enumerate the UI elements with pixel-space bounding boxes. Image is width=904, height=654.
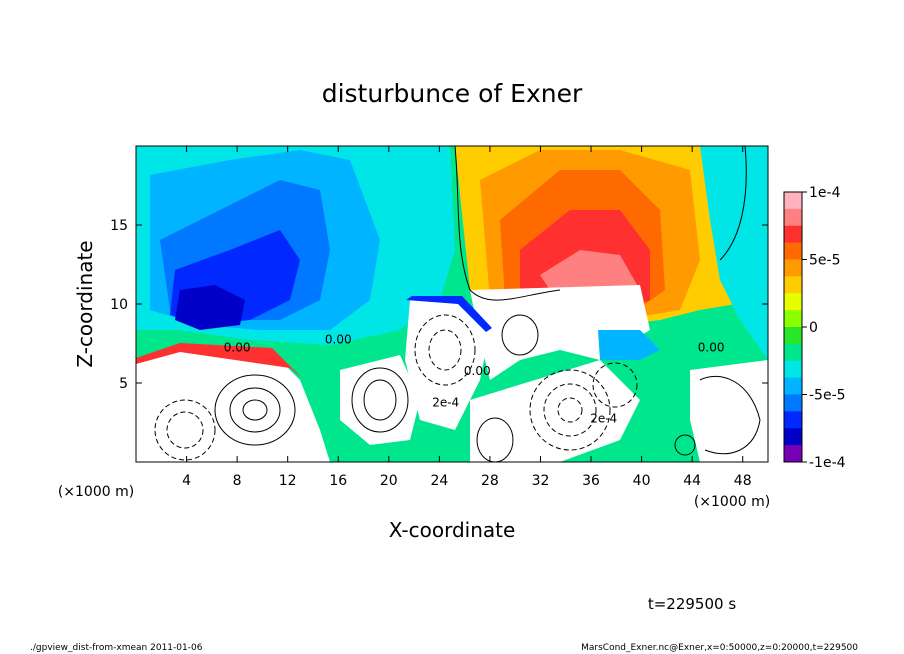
colorbar-tick-label: -1e-4 xyxy=(809,455,846,471)
chart-title: disturbunce of Exner xyxy=(322,79,583,108)
x-axis: 4 8 12 16 20 24 28 32 36 40 44 48 xyxy=(182,146,752,489)
x-unit-label-left: (×1000 m) xyxy=(58,484,134,500)
colorbar-segment xyxy=(784,377,802,395)
x-tick-label: 48 xyxy=(734,473,752,489)
colorbar-segment xyxy=(784,259,802,277)
colorbar-segment xyxy=(784,310,802,328)
x-tick-label: 36 xyxy=(582,473,600,489)
x-tick-label: 20 xyxy=(380,473,398,489)
colorbar-tick-label: 0 xyxy=(809,320,818,336)
time-label: t=229500 s xyxy=(648,595,736,613)
x-tick-label: 4 xyxy=(182,473,191,489)
footer-left: ./gpview_dist-from-xmean 2011-01-06 xyxy=(30,643,203,653)
offscale-region-3 xyxy=(405,300,490,430)
contour-lines xyxy=(214,146,761,462)
colorbar-tick-label: 5e-5 xyxy=(809,253,840,269)
y-axis-label: Z-coordinate xyxy=(73,240,97,367)
colorbar-segment xyxy=(784,293,802,311)
offscale-region-6 xyxy=(690,360,768,462)
x-unit-label-right: (×1000 m) xyxy=(694,494,770,510)
colorbar-segment xyxy=(784,208,802,227)
colorbar-segment xyxy=(784,225,802,244)
colorbar-segment xyxy=(784,192,802,210)
x-axis-label: X-coordinate xyxy=(389,518,516,542)
y-tick-label: 5 xyxy=(119,376,128,392)
colorbar-segment xyxy=(784,445,802,463)
x-tick-label: 24 xyxy=(430,473,448,489)
cool-core xyxy=(175,285,245,330)
negative-contours xyxy=(154,314,638,461)
band-3 xyxy=(598,330,660,360)
x-tick-label: 44 xyxy=(683,473,701,489)
x-tick-label: 40 xyxy=(633,473,651,489)
colorbar-segment xyxy=(784,394,802,412)
colorbar-tick-label: 1e-4 xyxy=(809,185,841,201)
colorbar-segment xyxy=(784,343,802,362)
colorbar-segment xyxy=(784,276,802,294)
colorbar-segment xyxy=(784,242,802,260)
x-tick-label: 32 xyxy=(532,473,550,489)
contour-label: 0.00 xyxy=(224,340,251,354)
colorbar: 1e-4 5e-5 0 -5e-5 -1e-4 xyxy=(783,185,846,471)
contour-label: 0.00 xyxy=(464,364,491,378)
band-2 xyxy=(406,296,492,332)
contour-label: 2e-4 xyxy=(590,412,617,426)
colorbar-segment xyxy=(784,360,802,379)
colorbar-tick-label: -5e-5 xyxy=(809,388,846,404)
heatmap-field: 0.00 0.00 2e-4 0.00 0.00 2e-4 xyxy=(136,146,768,462)
contour-label-group: 0.00 0.00 2e-4 0.00 0.00 2e-4 xyxy=(224,333,725,426)
right-cool-region xyxy=(700,146,768,360)
contour-label: 0.00 xyxy=(325,333,352,347)
colorbar-segment xyxy=(784,428,802,446)
colorbar-segment xyxy=(784,411,802,429)
x-tick-label: 8 xyxy=(233,473,242,489)
contour-label: 2e-4 xyxy=(432,396,459,410)
x-tick-label: 16 xyxy=(329,473,347,489)
x-tick-label: 28 xyxy=(481,473,499,489)
band-1 xyxy=(136,343,302,378)
y-tick-label: 15 xyxy=(110,218,128,234)
y-tick-label: 10 xyxy=(110,297,128,313)
y-axis: 5 10 15 xyxy=(110,218,768,392)
colorbar-segment xyxy=(784,327,802,345)
contour-label: 0.00 xyxy=(698,340,725,354)
footer-right: MarsCond_Exner.nc@Exner,x=0:50000,z=0:20… xyxy=(581,643,858,653)
x-tick-label: 12 xyxy=(279,473,297,489)
offscale-region-1 xyxy=(136,345,330,462)
